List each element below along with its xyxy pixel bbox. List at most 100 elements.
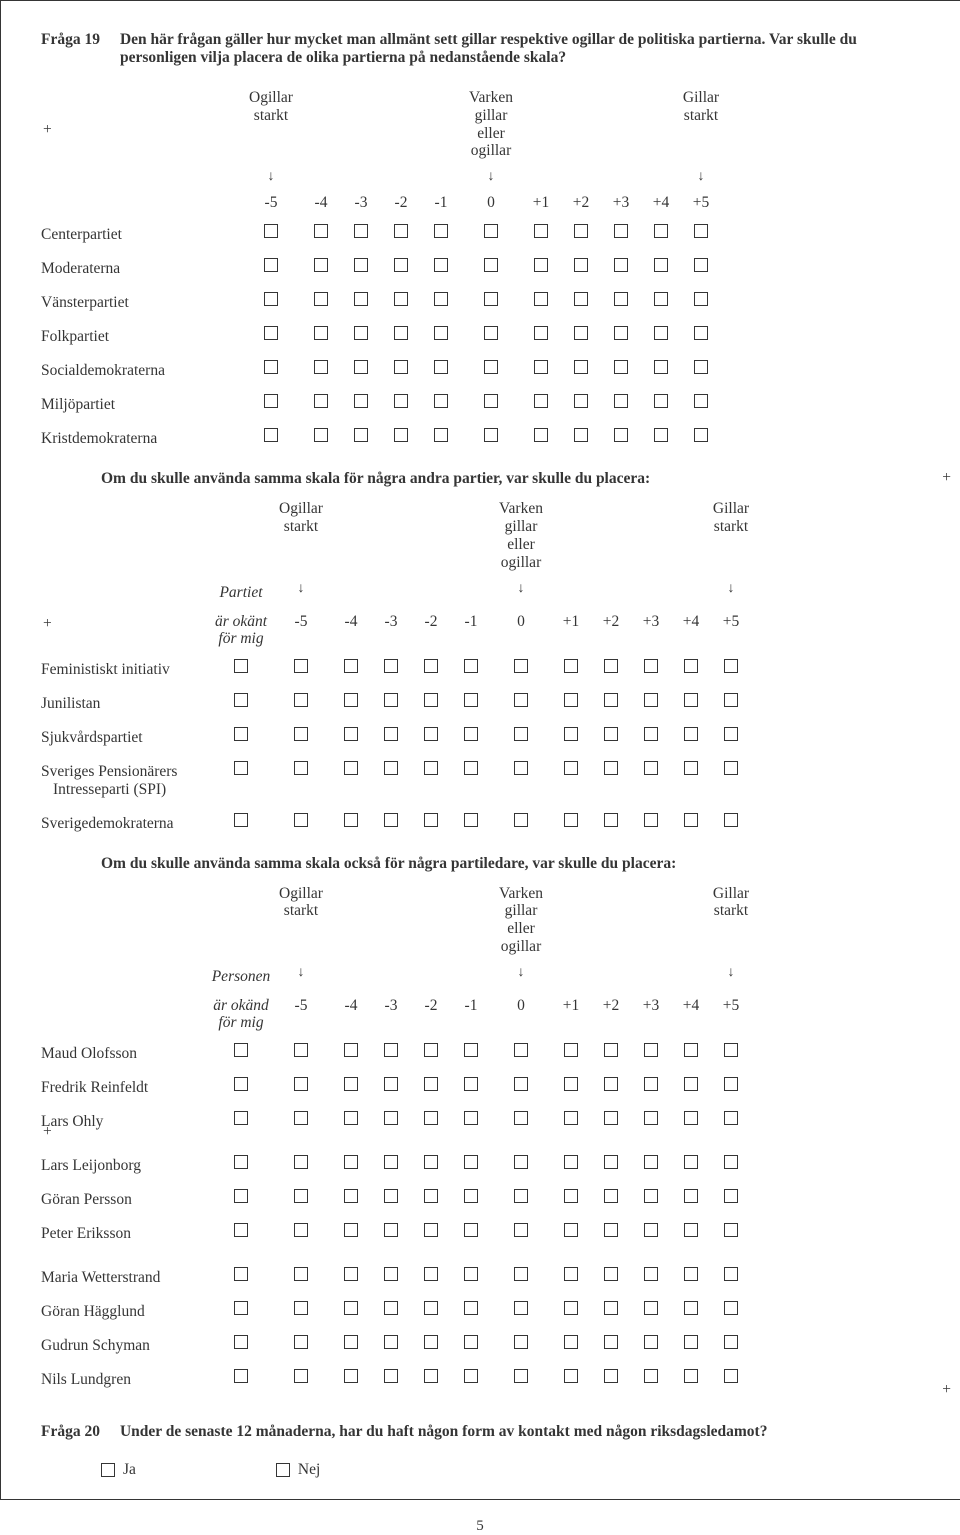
checkbox-icon[interactable] [514,1223,528,1237]
checkbox-icon[interactable] [604,1077,618,1091]
checkbox-icon[interactable] [644,761,658,775]
checkbox-icon[interactable] [314,258,328,272]
checkbox-icon[interactable] [384,1077,398,1091]
checkbox-icon[interactable] [434,326,448,340]
checkbox-icon[interactable] [424,693,438,707]
checkbox-icon[interactable] [684,727,698,741]
checkbox-icon[interactable] [264,394,278,408]
checkbox-icon[interactable] [394,428,408,442]
checkbox-icon[interactable] [344,693,358,707]
checkbox-icon[interactable] [464,1043,478,1057]
checkbox-icon[interactable] [644,693,658,707]
checkbox-icon[interactable] [644,1335,658,1349]
checkbox-icon[interactable] [654,224,668,238]
checkbox-icon[interactable] [101,1463,115,1477]
checkbox-icon[interactable] [434,224,448,238]
checkbox-icon[interactable] [684,1267,698,1281]
checkbox-icon[interactable] [684,1111,698,1125]
checkbox-icon[interactable] [484,224,498,238]
checkbox-icon[interactable] [534,394,548,408]
checkbox-icon[interactable] [344,1335,358,1349]
checkbox-icon[interactable] [644,1043,658,1057]
checkbox-icon[interactable] [424,1111,438,1125]
checkbox-icon[interactable] [314,360,328,374]
checkbox-icon[interactable] [464,1077,478,1091]
checkbox-icon[interactable] [724,1369,738,1383]
checkbox-icon[interactable] [234,813,248,827]
checkbox-icon[interactable] [294,1369,308,1383]
checkbox-icon[interactable] [384,693,398,707]
checkbox-icon[interactable] [564,813,578,827]
checkbox-icon[interactable] [294,1189,308,1203]
checkbox-icon[interactable] [654,360,668,374]
checkbox-icon[interactable] [424,1223,438,1237]
checkbox-icon[interactable] [294,693,308,707]
checkbox-icon[interactable] [394,292,408,306]
checkbox-icon[interactable] [644,1301,658,1315]
checkbox-icon[interactable] [564,761,578,775]
checkbox-icon[interactable] [604,1189,618,1203]
checkbox-icon[interactable] [294,1267,308,1281]
checkbox-icon[interactable] [574,292,588,306]
checkbox-icon[interactable] [276,1463,290,1477]
checkbox-icon[interactable] [424,659,438,673]
checkbox-icon[interactable] [234,1111,248,1125]
checkbox-icon[interactable] [684,1155,698,1169]
checkbox-icon[interactable] [564,1155,578,1169]
checkbox-icon[interactable] [464,1335,478,1349]
checkbox-icon[interactable] [694,292,708,306]
checkbox-icon[interactable] [434,394,448,408]
checkbox-icon[interactable] [434,428,448,442]
checkbox-icon[interactable] [514,1267,528,1281]
checkbox-icon[interactable] [234,1043,248,1057]
checkbox-icon[interactable] [684,1301,698,1315]
checkbox-icon[interactable] [464,1267,478,1281]
checkbox-icon[interactable] [424,761,438,775]
checkbox-icon[interactable] [564,659,578,673]
checkbox-icon[interactable] [514,1189,528,1203]
checkbox-icon[interactable] [574,258,588,272]
checkbox-icon[interactable] [724,659,738,673]
checkbox-icon[interactable] [344,1155,358,1169]
checkbox-icon[interactable] [604,1369,618,1383]
checkbox-icon[interactable] [434,258,448,272]
checkbox-icon[interactable] [314,394,328,408]
checkbox-icon[interactable] [604,693,618,707]
checkbox-icon[interactable] [694,394,708,408]
checkbox-icon[interactable] [294,761,308,775]
checkbox-icon[interactable] [424,1043,438,1057]
checkbox-icon[interactable] [684,693,698,707]
checkbox-icon[interactable] [684,761,698,775]
checkbox-icon[interactable] [294,1043,308,1057]
checkbox-icon[interactable] [424,1301,438,1315]
checkbox-icon[interactable] [644,1077,658,1091]
checkbox-icon[interactable] [354,292,368,306]
checkbox-icon[interactable] [424,1335,438,1349]
checkbox-icon[interactable] [264,360,278,374]
checkbox-icon[interactable] [534,224,548,238]
checkbox-icon[interactable] [294,1111,308,1125]
checkbox-icon[interactable] [604,727,618,741]
checkbox-icon[interactable] [384,1043,398,1057]
checkbox-icon[interactable] [724,1335,738,1349]
checkbox-icon[interactable] [344,1189,358,1203]
checkbox-icon[interactable] [464,1301,478,1315]
checkbox-icon[interactable] [574,326,588,340]
checkbox-icon[interactable] [394,224,408,238]
checkbox-icon[interactable] [354,326,368,340]
checkbox-icon[interactable] [234,1077,248,1091]
checkbox-icon[interactable] [574,428,588,442]
checkbox-icon[interactable] [234,1301,248,1315]
checkbox-icon[interactable] [564,693,578,707]
checkbox-icon[interactable] [484,428,498,442]
checkbox-icon[interactable] [484,326,498,340]
checkbox-icon[interactable] [314,224,328,238]
checkbox-icon[interactable] [384,1223,398,1237]
checkbox-icon[interactable] [564,1111,578,1125]
checkbox-icon[interactable] [354,428,368,442]
option-yes[interactable]: Ja [101,1461,136,1479]
checkbox-icon[interactable] [294,659,308,673]
checkbox-icon[interactable] [484,292,498,306]
checkbox-icon[interactable] [354,258,368,272]
checkbox-icon[interactable] [344,1369,358,1383]
